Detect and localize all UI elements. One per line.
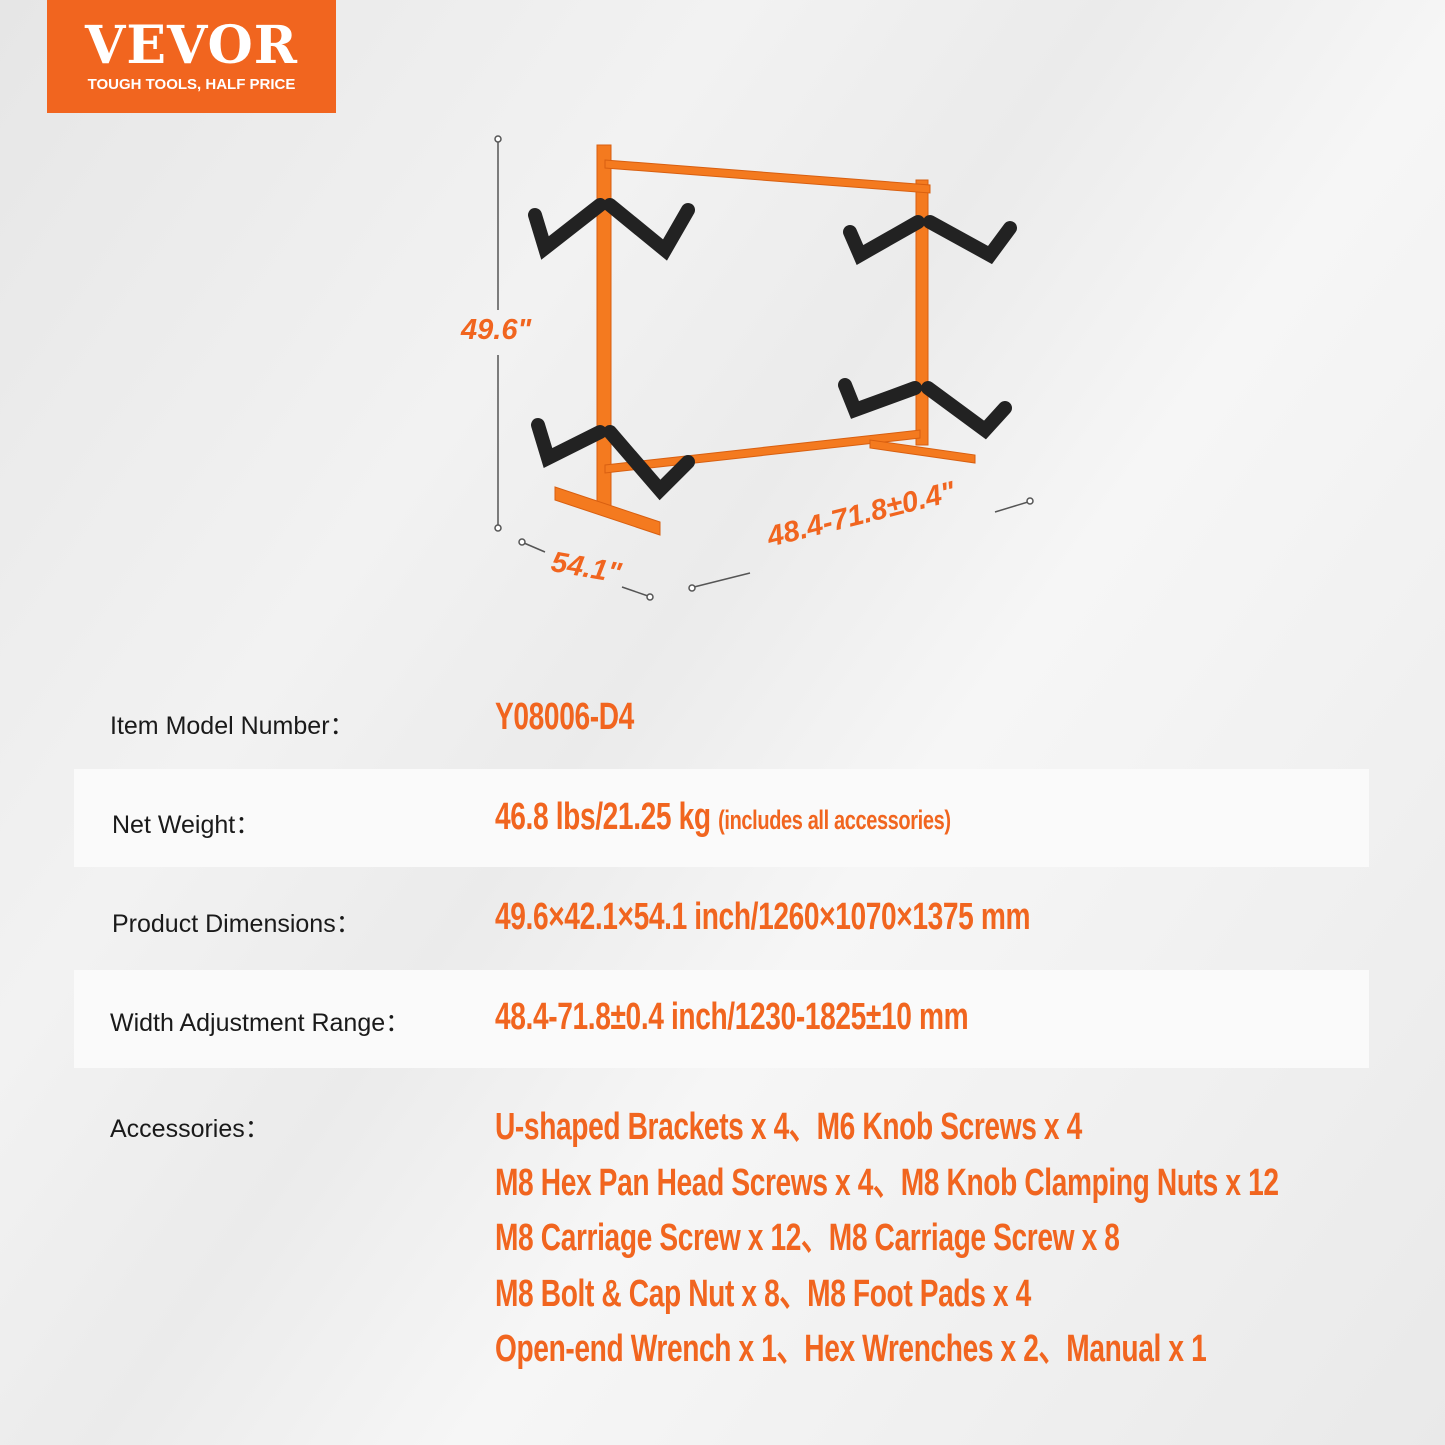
accessory-line: M8 Hex Pan Head Screws x 4、M8 Knob Clamp… — [495, 1161, 1279, 1204]
accessory-line: U-shaped Brackets x 4、M6 Knob Screws x 4 — [495, 1106, 1082, 1148]
width-range-value: 48.4-71.8±0.4 inch/1230-1825±10 mm — [495, 996, 969, 1038]
dimensions-label: Product Dimensions： — [112, 910, 361, 938]
net-weight-value: 46.8 lbs/21.25 kg (includes all accessor… — [495, 796, 951, 839]
spec-row-band — [74, 769, 1369, 867]
net-weight-note: (includes all accessories) — [718, 805, 951, 835]
accessories-label: Accessories： — [110, 1115, 270, 1143]
spec-row-band — [74, 970, 1369, 1068]
accessories-list: U-shaped Brackets x 4、M6 Knob Screws x 4… — [495, 1100, 1279, 1378]
accessory-line: Open-end Wrench x 1、Hex Wrenches x 2、Man… — [495, 1328, 1207, 1370]
kayak-rack-image — [494, 135, 1034, 601]
model-number-value: Y08006-D4 — [495, 696, 634, 738]
accessory-line: M8 Bolt & Cap Nut x 8、M8 Foot Pads x 4 — [495, 1272, 1031, 1315]
dimensions-value: 49.6×42.1×54.1 inch/1260×1070×1375 mm — [495, 896, 1031, 938]
height-dimension: 49.6" — [461, 314, 532, 346]
logo-brand: VEVOR — [85, 15, 298, 76]
width-range-label: Width Adjustment Range： — [110, 1009, 411, 1037]
vevor-logo: VEVOR TOUGH TOOLS, HALF PRICE — [47, 0, 336, 113]
net-weight-main: 46.8 lbs/21.25 kg — [495, 796, 719, 838]
logo-tagline: TOUGH TOOLS, HALF PRICE — [87, 76, 296, 93]
accessory-line: M8 Carriage Screw x 12、M8 Carriage Screw… — [495, 1217, 1120, 1259]
net-weight-label: Net Weight： — [112, 811, 261, 839]
model-number-label: Item Model Number： — [110, 712, 355, 740]
